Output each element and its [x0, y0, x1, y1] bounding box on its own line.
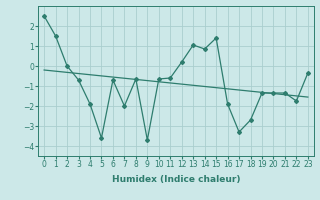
X-axis label: Humidex (Indice chaleur): Humidex (Indice chaleur) [112, 175, 240, 184]
